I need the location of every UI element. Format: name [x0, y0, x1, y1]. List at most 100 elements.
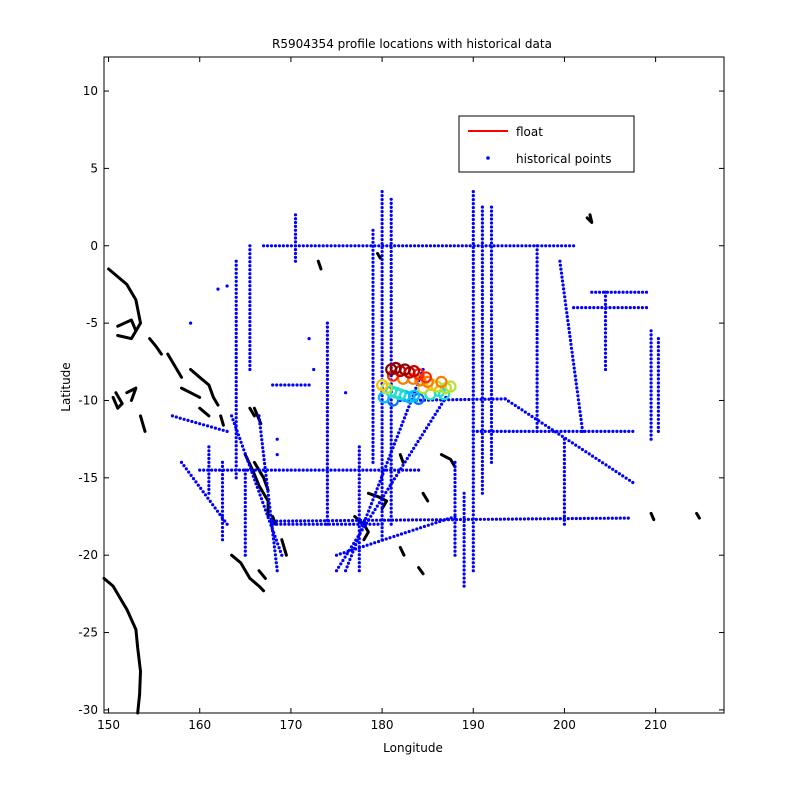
historical-point-1030 — [565, 315, 569, 319]
historical-point-714 — [307, 519, 311, 523]
historical-point-203 — [389, 422, 393, 426]
historical-point-538 — [560, 244, 564, 248]
historical-point-271 — [471, 357, 475, 361]
historical-point-962 — [590, 290, 594, 294]
historical-point-1399 — [462, 536, 466, 540]
historical-point-1134 — [414, 386, 418, 390]
historical-point-558 — [463, 397, 467, 402]
historical-point-1077 — [535, 312, 539, 316]
historical-point-488 — [361, 244, 365, 248]
historical-point-1156 — [382, 468, 386, 472]
coastline-segment-17 — [230, 553, 266, 593]
historical-point-468 — [281, 244, 285, 248]
historical-point-412 — [489, 261, 494, 265]
coastline-segment-3 — [125, 386, 138, 402]
coastline-segment-5 — [148, 337, 163, 356]
historical-point-341 — [480, 269, 484, 273]
historical-point-1123 — [562, 502, 567, 506]
historical-point-1584 — [287, 383, 291, 387]
historical-point-516 — [472, 244, 476, 248]
historical-point-995 — [603, 363, 608, 368]
historical-point-1024 — [562, 291, 566, 295]
historical-point-512 — [456, 244, 460, 248]
historical-point-1053 — [577, 406, 582, 410]
historical-point-513 — [460, 244, 464, 248]
historical-point-1380 — [453, 525, 457, 529]
historical-point-1043 — [572, 366, 576, 370]
historical-point-605 — [624, 476, 628, 480]
axis-ticks: 150 160 170 180 190 200 2101050-5-10-15-20-25-… — [78, 57, 724, 732]
historical-point-1045 — [573, 374, 577, 378]
historical-point-936 — [649, 433, 653, 437]
historical-point-1108 — [562, 441, 567, 445]
historical-point-1338 — [357, 469, 361, 473]
historical-point-704 — [417, 468, 421, 472]
historical-point-162 — [389, 257, 393, 262]
historical-point-1563 — [268, 505, 272, 509]
historical-point-975 — [641, 290, 645, 294]
historical-point-928 — [649, 401, 653, 405]
historical-point-933 — [649, 421, 653, 425]
historical-point-1259 — [365, 543, 369, 547]
historical-point-1290 — [325, 357, 329, 361]
historical-point-986 — [603, 327, 608, 331]
historical-point-153 — [389, 221, 393, 225]
historical-point-1269 — [293, 217, 298, 221]
historical-point-161 — [389, 253, 393, 258]
historical-point-604 — [621, 474, 625, 478]
historical-point-97 — [371, 264, 375, 268]
historical-point-46 — [380, 374, 384, 378]
historical-point-1293 — [325, 369, 329, 373]
historical-point-1430 — [190, 419, 194, 424]
historical-point-953 — [656, 397, 661, 401]
historical-point-113 — [371, 328, 375, 332]
historical-point-830 — [234, 287, 238, 291]
historical-point-653 — [214, 468, 218, 472]
historical-point-1319 — [325, 474, 329, 478]
historical-point-1078 — [535, 316, 539, 320]
historical-point-1294 — [325, 373, 329, 377]
historical-point-577 — [530, 414, 534, 419]
historical-point-366 — [480, 368, 484, 372]
historical-point-1447 — [239, 440, 243, 444]
historical-point-328 — [480, 217, 484, 221]
historical-point-1199 — [412, 446, 416, 450]
historical-point-1031 — [566, 319, 570, 323]
historical-point-902 — [248, 340, 252, 344]
historical-point-398 — [489, 205, 494, 209]
historical-point-716 — [315, 519, 319, 523]
historical-point-590 — [574, 443, 578, 447]
historical-point-1234 — [337, 565, 341, 569]
historical-point-1367 — [453, 472, 457, 477]
historical-point-128 — [371, 388, 375, 392]
historical-point-105 — [371, 296, 375, 300]
historical-point-436 — [489, 357, 494, 361]
historical-point-1155 — [384, 464, 388, 468]
historical-point-996 — [603, 367, 608, 372]
historical-point-801 — [295, 522, 299, 526]
historical-point-640 — [599, 429, 603, 433]
historical-point-918 — [649, 361, 653, 365]
historical-point-1074 — [535, 300, 539, 304]
historical-point-815 — [352, 522, 356, 526]
historical-point-1497 — [243, 545, 247, 549]
historical-point-155 — [389, 229, 393, 233]
historical-point-643 — [611, 429, 615, 433]
historical-point-631 — [563, 429, 567, 433]
historical-point-75 — [380, 490, 384, 494]
chart-title: R5904354 profile locations with historic… — [272, 37, 552, 51]
historical-point-470 — [289, 244, 293, 248]
historical-point-1254 — [384, 537, 388, 541]
historical-point-51 — [380, 394, 384, 398]
historical-point-1257 — [373, 541, 377, 545]
historical-point-410 — [489, 253, 494, 257]
historical-point-443 — [489, 385, 494, 389]
historical-point-971 — [625, 290, 629, 294]
historical-point-353 — [480, 316, 484, 320]
historical-point-833 — [234, 299, 238, 303]
historical-point-1207 — [395, 473, 399, 478]
historical-point-1532 — [208, 499, 212, 503]
historical-point-634 — [575, 429, 579, 433]
historical-point-145 — [371, 456, 375, 460]
historical-point-1339 — [357, 473, 361, 477]
